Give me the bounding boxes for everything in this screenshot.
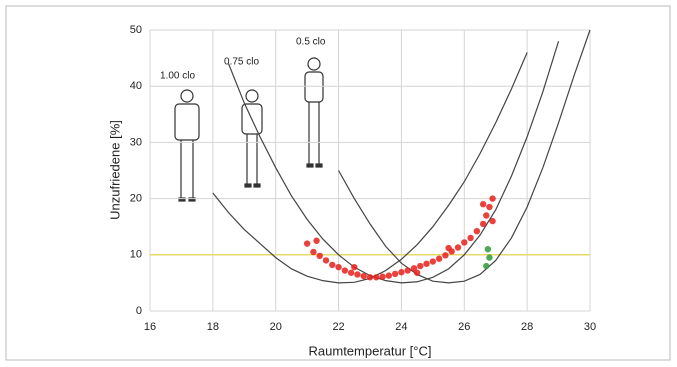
y-tick-label: 50 [130,24,142,36]
frame [6,6,670,360]
data-point [455,244,461,250]
data-point [489,195,495,201]
x-tick-label: 30 [584,321,596,333]
data-point [373,274,379,280]
x-tick-label: 24 [395,321,407,333]
data-point [480,201,486,207]
data-point [467,235,473,241]
data-point [310,249,316,255]
data-point [414,270,420,276]
y-tick-label: 30 [130,136,142,148]
data-point [317,253,323,259]
x-tick-label: 22 [332,321,344,333]
data-point [354,271,360,277]
data-point [483,212,489,218]
data-point [392,271,398,277]
x-tick-label: 28 [521,321,533,333]
clo-label: 0.5 clo [296,37,326,48]
data-point [480,221,486,227]
data-point [304,240,310,246]
data-point [445,245,451,251]
data-point [442,252,448,258]
data-point [474,228,480,234]
data-point [461,239,467,245]
x-tick-label: 16 [144,321,156,333]
y-axis-label: Unzufriedene [%] [107,120,122,220]
clo-label: 1.00 clo [160,71,195,82]
clo-label: 0.75 clo [224,57,259,68]
x-axis-label: Raumtemperatur [°C] [309,343,432,358]
data-point [423,261,429,267]
data-point [361,273,367,279]
data-point [436,256,442,262]
data-point [351,264,357,270]
data-point [486,204,492,210]
y-tick-label: 20 [130,193,142,205]
y-tick-label: 40 [130,80,142,92]
data-point [489,218,495,224]
data-point [367,274,373,280]
chart: Raumtemperatur [°C] Unzufriedene [%] 0 10… [0,0,677,367]
x-tick-label: 26 [458,321,470,333]
data-point [405,267,411,273]
data-point [335,264,341,270]
data-point [486,254,492,260]
y-tick-label: 10 [130,249,142,261]
data-point [386,272,392,278]
data-point [329,262,335,268]
x-tick-label: 18 [207,321,219,333]
x-tick-label: 20 [270,321,282,333]
data-point [430,258,436,264]
data-point [379,274,385,280]
data-point [485,246,491,252]
data-point [323,257,329,263]
data-point [348,270,354,276]
data-point [398,269,404,275]
data-point [313,238,319,244]
data-point [342,267,348,273]
data-point [417,263,423,269]
data-point [483,263,489,269]
y-tick-label: 0 [136,305,142,317]
